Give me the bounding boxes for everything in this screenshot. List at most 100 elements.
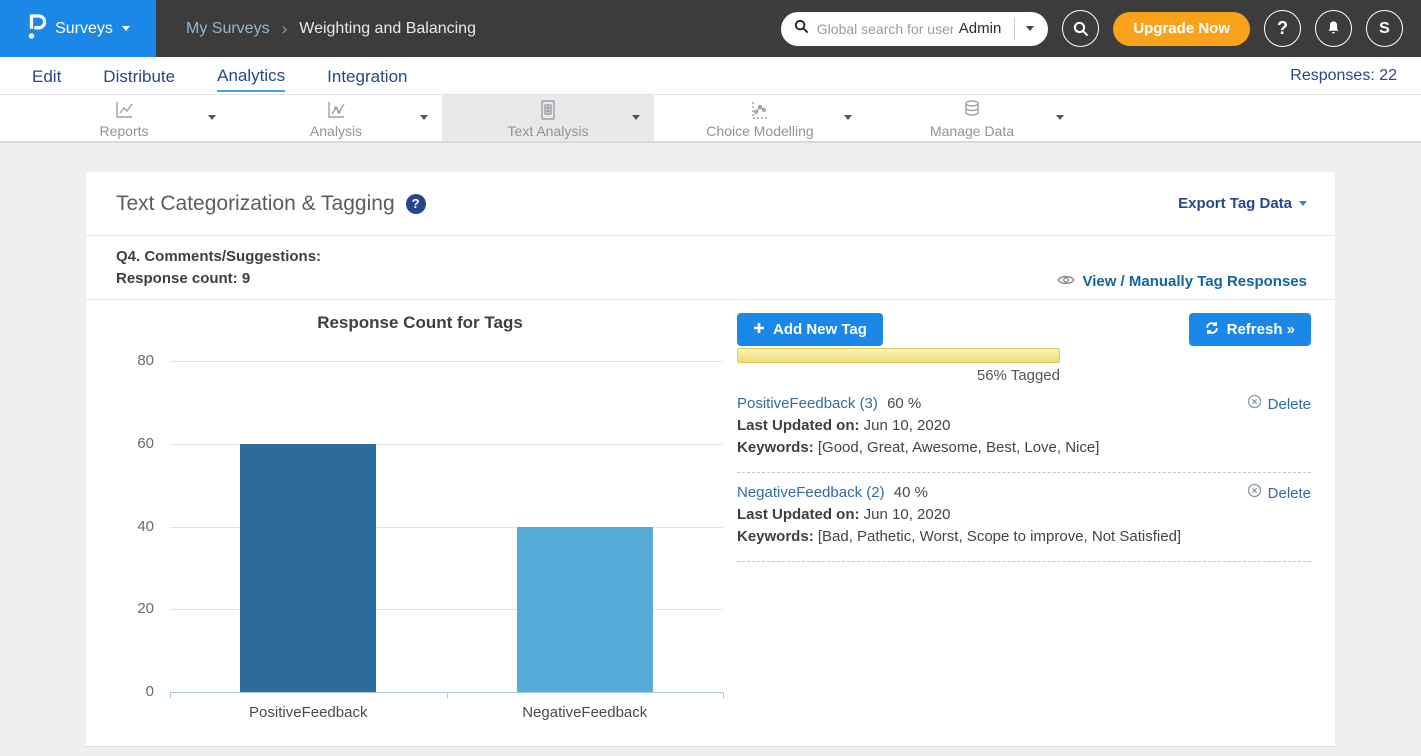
search-scope-label[interactable]: Admin <box>953 20 1015 37</box>
analytics-tab-bar: Reports Analysis Text Analysis Choice Mo… <box>0 95 1421 143</box>
y-tick-label: 40 <box>110 518 154 535</box>
tags-panel: Add New Tag Refresh » 56% Tagged Positiv… <box>737 313 1311 562</box>
product-label: Surveys <box>55 20 113 38</box>
bell-icon <box>1325 20 1342 37</box>
tag-progress-label: 56% Tagged <box>737 367 1060 384</box>
delete-tag-button[interactable]: Delete <box>1247 394 1311 416</box>
surveys-product-menu[interactable]: Surveys <box>0 0 156 57</box>
chevron-down-icon <box>1299 201 1307 206</box>
tab-label: Reports <box>99 123 148 139</box>
page-title-text: Text Categorization & Tagging <box>116 192 395 216</box>
line-chart-icon <box>112 98 136 122</box>
breadcrumb: My Surveys › Weighting and Balancing <box>186 19 476 39</box>
global-search[interactable]: Admin <box>781 12 1049 46</box>
tab-text-analysis-caret[interactable] <box>632 115 640 120</box>
tag-row-positive-feedback: PositiveFeedback (3) 60 % Last Updated o… <box>737 384 1311 473</box>
last-updated-label: Last Updated on: <box>737 506 860 523</box>
x-axis-tick <box>170 692 171 698</box>
tab-label: Analysis <box>310 123 362 139</box>
tab-label: Choice Modelling <box>706 123 813 139</box>
breadcrumb-current: Weighting and Balancing <box>299 20 476 38</box>
upgrade-now-button[interactable]: Upgrade Now <box>1113 12 1250 46</box>
eye-icon <box>1057 273 1075 290</box>
breadcrumb-my-surveys[interactable]: My Surveys <box>186 20 270 38</box>
y-tick-label: 80 <box>110 352 154 369</box>
y-tick-label: 0 <box>110 683 154 700</box>
last-updated-value: Jun 10, 2020 <box>860 417 951 434</box>
export-tag-data-button[interactable]: Export Tag Data <box>1178 195 1307 212</box>
search-icon <box>794 19 809 39</box>
tab-manage-data-caret[interactable] <box>1056 115 1064 120</box>
questionpro-logo-icon <box>26 11 46 46</box>
view-manually-tag-label: View / Manually Tag Responses <box>1082 273 1307 290</box>
tab-reports[interactable]: Reports <box>18 95 230 141</box>
bar-chart: Response Count for Tags806040200Positive… <box>110 302 730 734</box>
question-header: Q4. Comments/Suggestions: Response count… <box>86 236 1335 300</box>
chart-title: Response Count for Tags <box>110 313 730 333</box>
delete-label: Delete <box>1268 483 1311 505</box>
survey-section-nav: Edit Distribute Analytics Integration Re… <box>0 57 1421 95</box>
last-updated-value: Jun 10, 2020 <box>860 506 951 523</box>
nav-item-edit[interactable]: Edit <box>32 61 61 91</box>
keywords-value: [Good, Great, Awesome, Best, Love, Nice] <box>814 439 1100 456</box>
bar-positivefeedback <box>240 444 376 692</box>
search-scope-dropdown[interactable] <box>1014 18 1040 40</box>
document-table-icon <box>536 98 560 122</box>
add-new-tag-label: Add New Tag <box>773 321 867 338</box>
x-axis-tick <box>723 692 724 698</box>
refresh-icon <box>1205 321 1219 339</box>
keywords-label: Keywords: <box>737 528 814 545</box>
x-category-label: PositiveFeedback <box>198 704 418 721</box>
card-header: Text Categorization & Tagging ? Export T… <box>86 172 1335 236</box>
help-button[interactable]: ? <box>1264 10 1301 47</box>
keywords-label: Keywords: <box>737 439 814 456</box>
plus-icon <box>753 321 765 338</box>
card-body: Response Count for Tags806040200Positive… <box>86 300 1335 745</box>
circled-x-icon <box>1247 394 1262 416</box>
tag-name-link[interactable]: NegativeFeedback (2) <box>737 484 885 501</box>
tag-progress-bar <box>737 348 1060 363</box>
user-avatar[interactable]: S <box>1366 10 1403 47</box>
tab-text-analysis[interactable]: Text Analysis <box>442 95 654 141</box>
add-new-tag-button[interactable]: Add New Tag <box>737 313 883 346</box>
tag-row-negative-feedback: NegativeFeedback (2) 40 % Last Updated o… <box>737 473 1311 562</box>
view-manually-tag-link[interactable]: View / Manually Tag Responses <box>1057 273 1307 293</box>
tag-percent: 60 % <box>887 395 921 412</box>
chevron-down-icon <box>1026 26 1034 31</box>
x-axis-tick <box>447 692 448 698</box>
tab-choice-modelling[interactable]: Choice Modelling <box>654 95 866 141</box>
search-button[interactable] <box>1062 10 1099 47</box>
tag-percent: 40 % <box>894 484 928 501</box>
bar-negativefeedback <box>517 527 653 693</box>
database-icon <box>960 98 984 122</box>
keywords-value: [Bad, Pathetic, Worst, Scope to improve,… <box>814 528 1181 545</box>
breadcrumb-separator-icon: › <box>282 19 288 39</box>
tab-manage-data[interactable]: Manage Data <box>866 95 1078 141</box>
notifications-button[interactable] <box>1315 10 1352 47</box>
response-count: Response count: 9 <box>116 268 321 290</box>
text-tagging-card: Text Categorization & Tagging ? Export T… <box>86 172 1335 747</box>
tab-analysis-caret[interactable] <box>420 115 428 120</box>
tab-reports-caret[interactable] <box>208 115 216 120</box>
nav-item-distribute[interactable]: Distribute <box>103 61 175 91</box>
nav-item-analytics[interactable]: Analytics <box>217 60 285 92</box>
header-actions: Admin Upgrade Now ? S <box>781 10 1421 47</box>
grid-line <box>170 361 723 362</box>
export-tag-data-label: Export Tag Data <box>1178 195 1292 212</box>
tab-label: Manage Data <box>930 123 1014 139</box>
tab-analysis[interactable]: Analysis <box>230 95 442 141</box>
refresh-label: Refresh » <box>1227 321 1295 338</box>
help-icon[interactable]: ? <box>406 194 426 214</box>
last-updated-label: Last Updated on: <box>737 417 860 434</box>
circled-x-icon <box>1247 483 1262 505</box>
tag-name-link[interactable]: PositiveFeedback (3) <box>737 395 878 412</box>
refresh-button[interactable]: Refresh » <box>1189 313 1311 346</box>
x-category-label: NegativeFeedback <box>475 704 695 721</box>
y-tick-label: 20 <box>110 600 154 617</box>
tab-choice-modelling-caret[interactable] <box>844 115 852 120</box>
delete-tag-button[interactable]: Delete <box>1247 483 1311 505</box>
nav-item-integration[interactable]: Integration <box>327 61 407 91</box>
global-search-input[interactable] <box>817 21 953 37</box>
top-header-bar: Surveys My Surveys › Weighting and Balan… <box>0 0 1421 57</box>
product-caret-icon <box>122 26 130 31</box>
